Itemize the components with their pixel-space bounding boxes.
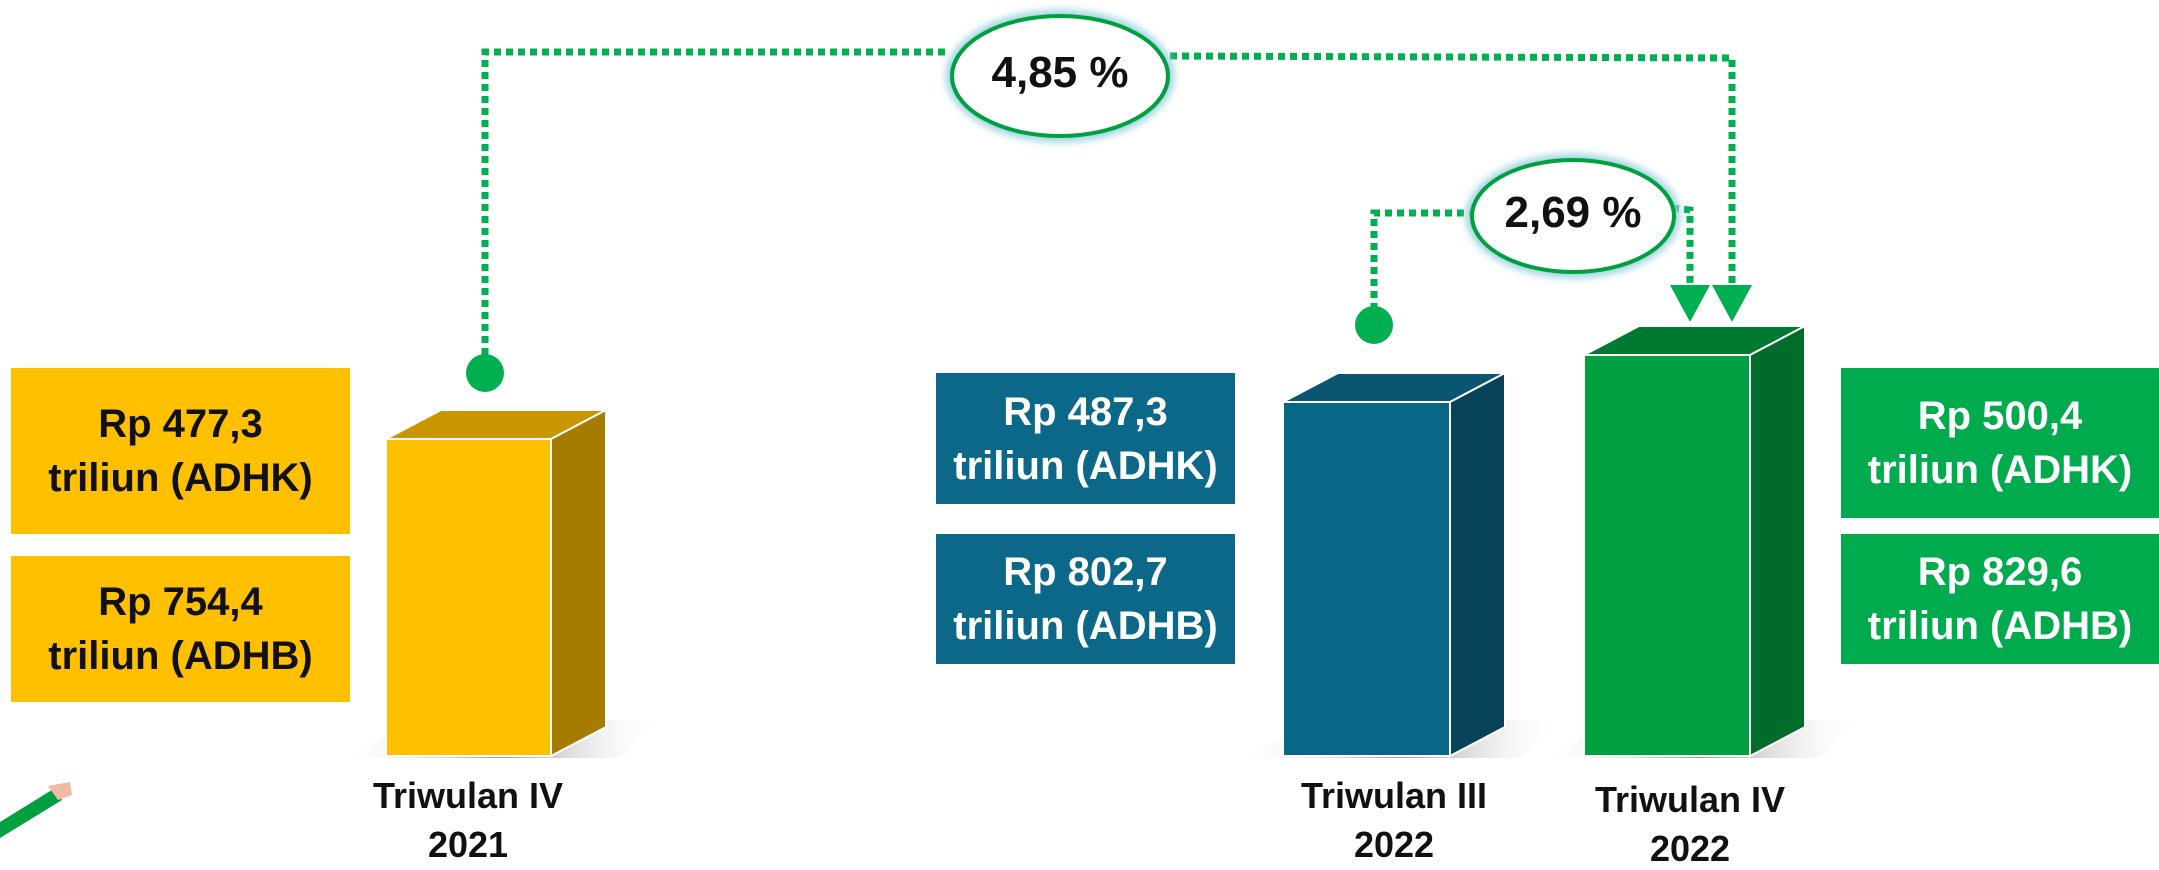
label-line: Triwulan IV	[372, 775, 564, 816]
growth-ellipse	[950, 14, 1170, 138]
connector-dot	[1355, 306, 1393, 344]
value-box: Rp 500,4 triliun (ADHK)	[1841, 368, 2159, 518]
value-text: Rp 477,3	[98, 402, 263, 446]
connector	[481, 48, 950, 355]
value-text: triliun (ADHB)	[1867, 604, 2133, 648]
arrow-head	[1712, 285, 1752, 322]
value-text: Rp 754,4	[98, 580, 263, 624]
period-label: Triwulan IV 2022	[1540, 776, 1840, 870]
label-line: 2021	[427, 823, 509, 865]
value-text: Rp 802,7	[1003, 550, 1168, 594]
bar-side	[1749, 324, 1806, 758]
period-label: Triwulan IV 2021	[318, 772, 618, 869]
value-text: triliun (ADHK)	[953, 443, 1218, 488]
label-line: 2022	[1353, 823, 1435, 865]
bar-side	[550, 408, 607, 758]
label-line: 2022	[1649, 827, 1731, 869]
growth-yoy: 4,85 %	[991, 48, 1129, 97]
connector-dot	[466, 354, 504, 392]
value-text: triliun (ADHK)	[1867, 448, 2133, 492]
value-box: Rp 487,3 triliun (ADHK)	[936, 373, 1235, 504]
bar-front	[1583, 354, 1751, 757]
decoration	[0, 788, 62, 838]
value-text: Rp 500,4	[1917, 394, 2083, 438]
bar-front	[385, 438, 552, 757]
label-line: Triwulan III	[1300, 775, 1488, 816]
value-text: triliun (ADHK)	[48, 456, 313, 500]
connector	[1370, 209, 1470, 310]
value-text: triliun (ADHB)	[953, 604, 1218, 648]
bar-side	[1449, 371, 1506, 758]
growth-ellipse	[1470, 158, 1676, 274]
decoration	[48, 782, 72, 800]
value-box: Rp 477,3 triliun (ADHK)	[11, 368, 350, 534]
value-box: Rp 802,7 triliun (ADHB)	[936, 534, 1235, 664]
value-text: triliun (ADHB)	[48, 634, 313, 678]
value-text: Rp 829,6	[1917, 550, 2083, 594]
period-label: Triwulan III 2022	[1244, 772, 1544, 869]
value-text: Rp 487,3	[1003, 389, 1168, 434]
label-line: Triwulan IV	[1594, 779, 1786, 820]
value-box: Rp 754,4 triliun (ADHB)	[11, 556, 350, 702]
bar-front	[1282, 401, 1451, 757]
value-box: Rp 829,6 triliun (ADHB)	[1841, 534, 2159, 664]
arrow-head	[1670, 285, 1710, 322]
growth-qtq: 2,69 %	[1504, 188, 1642, 237]
